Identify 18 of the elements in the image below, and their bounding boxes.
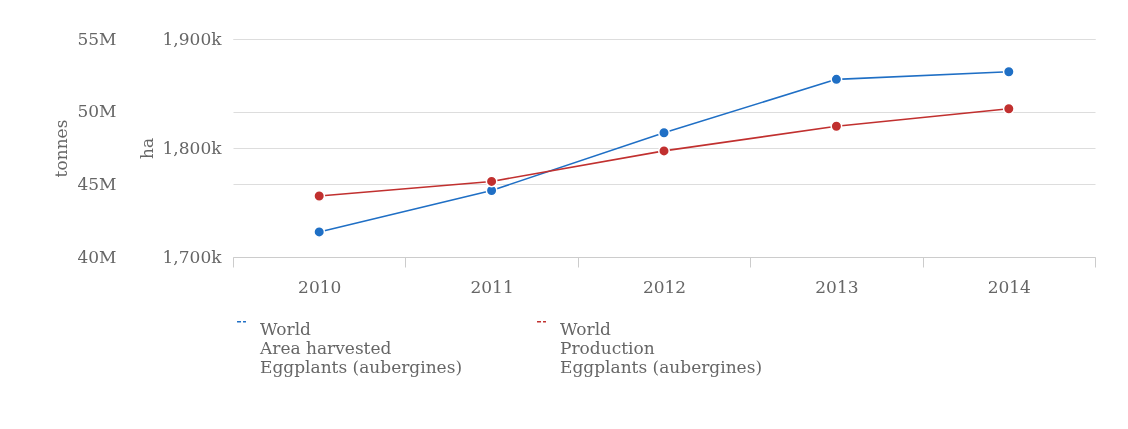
y-axis-title: ha <box>136 137 157 160</box>
x-tick-label: 2010 <box>298 276 342 297</box>
legend-label: World Production Eggplants (aubergines) <box>560 318 763 377</box>
point <box>830 73 843 86</box>
x-tick-label: 2012 <box>642 276 687 297</box>
x-tick-label: 2014 <box>987 276 1031 297</box>
y-tick-label: 1,800k <box>162 137 223 158</box>
y2-axis-title: tonnes <box>51 119 72 178</box>
x-tick-label: 2011 <box>470 276 514 297</box>
x-tick-label: 2013 <box>815 276 859 297</box>
y2-tick-label: 40M <box>77 246 117 267</box>
y2-tick-label: 55M <box>77 28 117 49</box>
legend-label: World Area harvested Eggplants (aubergines) <box>259 318 463 377</box>
y-tick-label: 1,700k <box>162 246 223 267</box>
y2-tick-label: 50M <box>77 101 117 122</box>
point <box>830 120 843 133</box>
y-tick-label: 1,900k <box>162 28 223 49</box>
y2-tick-label: 45M <box>77 173 117 194</box>
